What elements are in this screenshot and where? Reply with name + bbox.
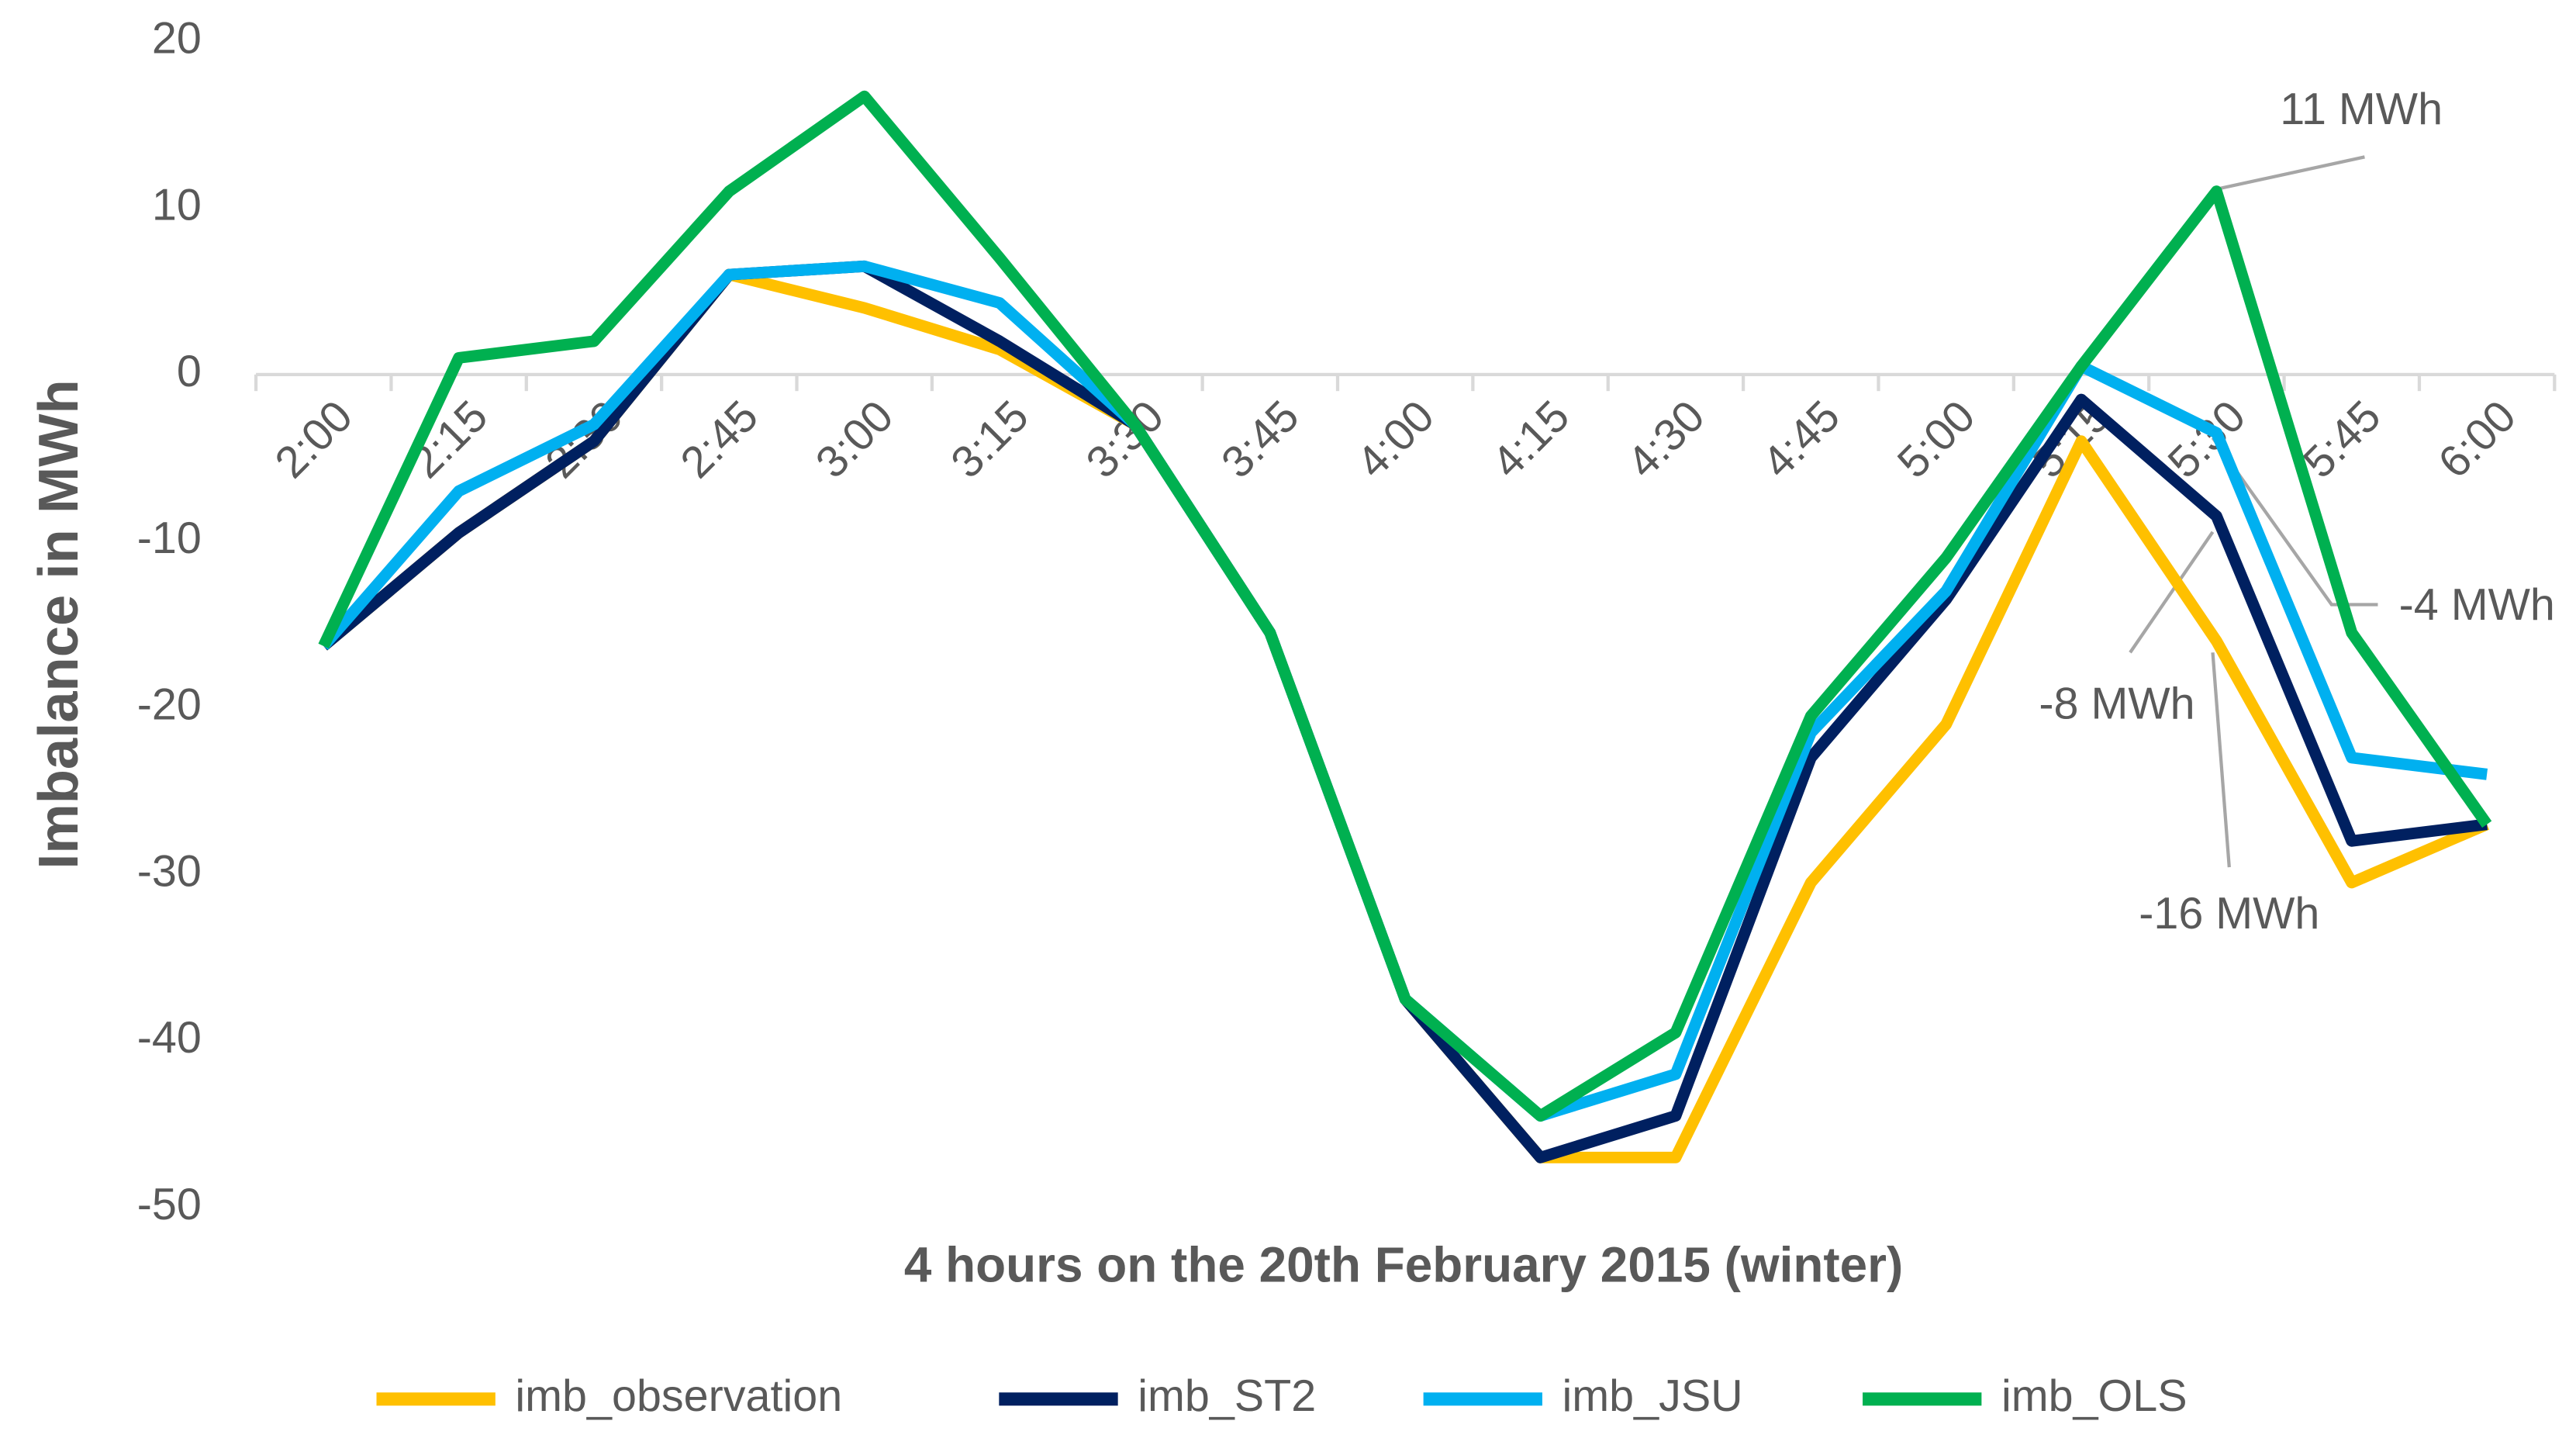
x-tick-label: 2:45 (672, 391, 768, 487)
leaders (2129, 155, 2378, 868)
annotation: -8 MWh (2039, 679, 2194, 729)
x-tick-label: 3:00 (806, 391, 903, 487)
legend-label: imb_OLS (2001, 1371, 2188, 1421)
x-tick-label: 4:45 (1753, 391, 1849, 487)
y-tick-label: -50 (137, 1180, 202, 1229)
x-tick-label: 6:00 (2429, 391, 2526, 487)
x-tick-label: 4:00 (1348, 391, 1444, 487)
annotation: -4 MWh (2399, 580, 2555, 630)
x-tick-label: 5:00 (1888, 391, 1984, 487)
series-line (318, 90, 2492, 1122)
y-axis-title: Imbalance in MWh (27, 379, 90, 869)
x-tick-label: 4:30 (1618, 391, 1714, 487)
legend-label: imb_observation (515, 1371, 842, 1421)
y-tick-label: -10 (137, 513, 202, 563)
y-tick-label: 20 (152, 14, 202, 64)
annotation: -16 MWh (2139, 889, 2319, 939)
x-axis-title: 4 hours on the 20th February 2015 (winte… (904, 1236, 1903, 1292)
y-tick-label: -40 (137, 1013, 202, 1063)
y-tick-label: -30 (137, 846, 202, 896)
leader (2212, 155, 2365, 192)
y-tick-label: -20 (137, 680, 202, 730)
annotation: 11 MWh (2280, 85, 2443, 134)
leader (2211, 437, 2378, 607)
x-tick-label: 3:15 (941, 391, 1038, 487)
legend-label: imb_JSU (1562, 1371, 1742, 1421)
x-tick-label: 2:00 (266, 391, 362, 487)
legend-label: imb_ST2 (1138, 1371, 1316, 1421)
leader (2129, 531, 2215, 654)
y-tick-label: 0 (177, 347, 202, 396)
y-tick-label: 10 (152, 180, 202, 230)
leader (2211, 652, 2231, 868)
x-tick-label: 3:45 (1212, 391, 1308, 487)
x-tick-label: 4:15 (1483, 391, 1579, 487)
